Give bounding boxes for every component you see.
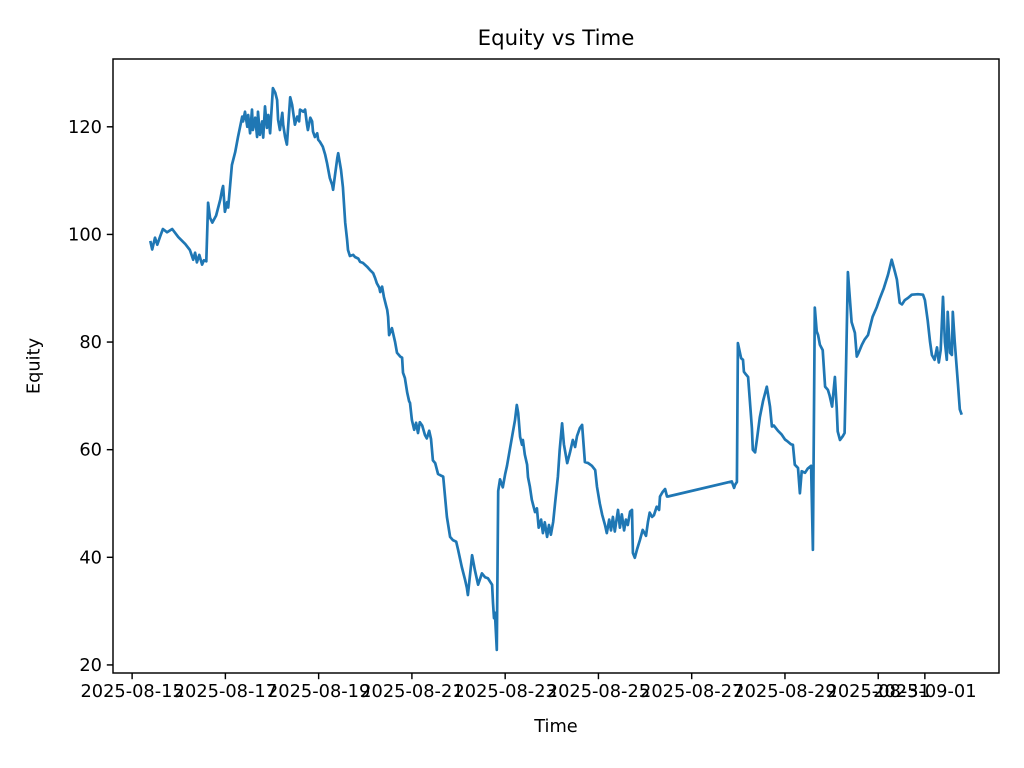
y-tick-label: 40 (79, 547, 102, 568)
y-tick-label: 60 (79, 440, 102, 461)
x-tick-label: 2025-09-01 (873, 681, 976, 702)
y-tick-label: 120 (68, 117, 102, 138)
y-axis-label: Equity (23, 337, 45, 395)
y-tick-label: 20 (79, 655, 102, 676)
x-tick-label: 2025-08-29 (733, 681, 836, 702)
x-tick-label: 2025-08-21 (360, 681, 463, 702)
x-tick-label: 2025-08-17 (174, 681, 277, 702)
x-tick-label: 2025-08-31 (827, 681, 930, 702)
chart-title: Equity vs Time (477, 26, 635, 51)
x-tick-label: 2025-08-25 (547, 681, 650, 702)
x-tick-label: 2025-08-23 (453, 681, 556, 702)
x-axis-label: Time (534, 716, 578, 737)
equity-line-series (148, 86, 963, 652)
axes-frame (112, 58, 1000, 674)
y-tick-label: 100 (68, 224, 102, 245)
x-tick-label: 2025-08-19 (267, 681, 370, 702)
y-tick-label: 80 (79, 332, 102, 353)
x-tick-label: 2025-08-27 (640, 681, 743, 702)
x-tick-label: 2025-08-15 (80, 681, 183, 702)
